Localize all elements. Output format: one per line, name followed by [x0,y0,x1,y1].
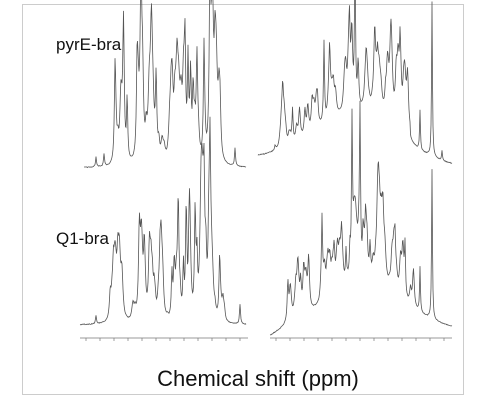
spectrum [269,100,453,336]
spectrum [84,0,247,169]
spectrum [257,0,453,164]
spectrum [79,116,247,326]
x-axis-label: Chemical shift (ppm) [157,366,359,391]
panel-label: pyrE-bra [56,35,122,54]
panel-label: Q1-bra [56,229,109,248]
frame [22,4,464,395]
